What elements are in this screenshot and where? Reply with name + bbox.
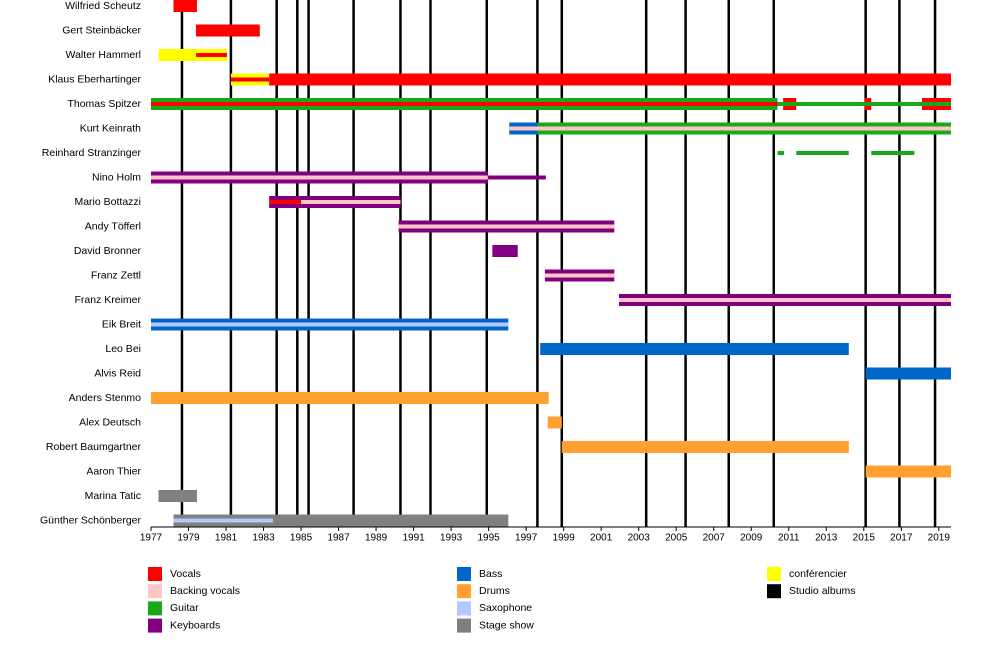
legend-swatch	[148, 601, 162, 616]
member-name: Eik Breit	[102, 318, 141, 330]
period-bar	[269, 200, 302, 204]
member-name: Nino Holm	[92, 171, 141, 183]
x-tick-label: 1997	[515, 533, 538, 544]
legend-label: Drums	[479, 585, 510, 597]
period-bar	[151, 392, 549, 404]
x-tick-label: 2013	[815, 533, 838, 544]
x-tick-label: 1993	[440, 533, 463, 544]
period-bar	[777, 151, 785, 155]
legend-swatch	[767, 567, 781, 581]
legend-label: Vocals	[170, 568, 201, 580]
member-name: David Bronner	[74, 245, 142, 257]
period-bar	[509, 126, 951, 131]
bars-main	[151, 0, 952, 527]
x-tick-label: 2011	[778, 533, 800, 544]
x-tick-label: 1985	[290, 533, 313, 544]
period-bar	[544, 273, 615, 278]
legend-swatch	[457, 584, 471, 599]
x-tick-label: 1981	[215, 533, 238, 544]
x-tick-label: 1995	[478, 533, 501, 544]
period-bar	[151, 322, 509, 327]
x-tick-label: 2009	[740, 533, 763, 544]
legend-swatch	[457, 601, 471, 616]
x-tick-label: 2019	[928, 533, 951, 544]
period-bar	[777, 102, 951, 106]
legend-label: Backing vocals	[170, 585, 240, 597]
period-bar	[865, 367, 951, 380]
x-tick-label: 2017	[890, 533, 913, 544]
legend-label: Bass	[479, 568, 502, 580]
period-bar	[151, 102, 778, 106]
x-tick-label: 2003	[628, 533, 651, 544]
period-bar	[492, 245, 518, 257]
member-name: Mario Bottazzi	[74, 196, 141, 208]
period-bar	[398, 224, 615, 229]
x-tick-label: 2015	[853, 533, 876, 544]
x-tick-label: 1991	[402, 533, 425, 544]
member-name: Alvis Reid	[94, 367, 141, 379]
legend-label: Saxophone	[479, 602, 532, 614]
period-bar	[158, 490, 197, 502]
member-name: Gert Steinbäcker	[62, 24, 141, 36]
period-bar	[173, 0, 197, 12]
legend-swatch	[457, 567, 471, 581]
member-name: Reinhard Stranzinger	[42, 147, 142, 159]
period-bar	[487, 175, 546, 180]
period-bar	[547, 416, 562, 429]
period-bar	[865, 465, 951, 478]
legend-label: Stage show	[479, 619, 534, 631]
member-name: Aaron Thier	[86, 465, 141, 477]
member-name: Wilfried Scheutz	[65, 0, 141, 12]
bars-secondary	[151, 53, 951, 523]
period-bar	[540, 343, 849, 355]
legend-swatch	[148, 618, 162, 633]
x-tick-label: 1983	[252, 533, 275, 544]
period-bar	[196, 24, 260, 37]
member-name: Alex Deutsch	[79, 416, 141, 428]
member-name: Kurt Keinrath	[80, 122, 141, 134]
legend-swatch	[148, 567, 162, 581]
period-bar	[618, 298, 951, 302]
member-name: Anders Stenmo	[69, 392, 142, 404]
member-name: Robert Baumgartner	[46, 441, 142, 453]
period-bar	[158, 49, 227, 61]
period-bar	[151, 175, 488, 180]
legend-label: conférencier	[789, 568, 847, 580]
x-tick-label: 1987	[327, 533, 350, 544]
period-bar	[269, 73, 952, 86]
member-name: Franz Zettl	[91, 269, 141, 281]
legend-swatch	[457, 618, 471, 633]
period-bar	[196, 53, 227, 57]
legend-label: Guitar	[170, 602, 199, 614]
legend-swatch	[148, 584, 162, 599]
x-tick-label: 2005	[665, 533, 688, 544]
period-bar	[173, 518, 273, 523]
member-name: Thomas Spitzer	[67, 98, 141, 110]
x-tick-label: 1977	[140, 533, 163, 544]
x-tick-label: 1989	[365, 533, 388, 544]
period-bar	[561, 441, 849, 453]
period-bar	[230, 77, 270, 82]
period-bar	[796, 151, 849, 155]
x-tick-label: 2001	[590, 533, 613, 544]
member-name: Marina Tatic	[85, 490, 141, 502]
period-bar	[871, 151, 915, 155]
period-bar	[269, 200, 401, 204]
legend-swatch	[767, 584, 781, 599]
member-name: Andy Töfferl	[85, 220, 141, 232]
legend-label: Keyboards	[170, 619, 220, 631]
member-name: Günther Schönberger	[40, 514, 141, 526]
x-tick-label: 2007	[703, 533, 726, 544]
member-name: Walter Hammerl	[66, 49, 141, 61]
x-tick-label: 1999	[553, 533, 576, 544]
period-bar	[173, 514, 509, 527]
member-name: Franz Kreimer	[74, 294, 141, 306]
legend-label: Studio albums	[789, 585, 856, 597]
x-tick-label: 1979	[177, 533, 200, 544]
member-name: Klaus Eberhartinger	[48, 73, 141, 85]
member-name: Leo Bei	[105, 343, 141, 355]
